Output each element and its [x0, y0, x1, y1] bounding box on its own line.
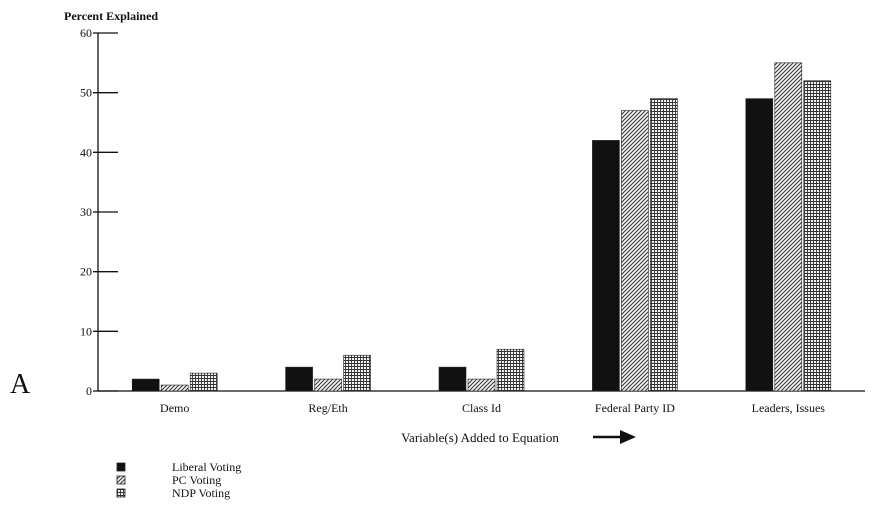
legend-swatch	[116, 475, 126, 485]
bar-diagonal-hatch	[621, 110, 649, 392]
bar-solid	[438, 366, 467, 392]
x-tick-labels: Demo Reg/Eth Class Id Federal Party ID Leade…	[160, 401, 825, 415]
bar-solid	[745, 98, 774, 392]
y-tick-label: 60	[80, 26, 92, 40]
legend-label: Liberal Voting	[172, 460, 241, 474]
legend-label: NDP Voting	[172, 486, 230, 500]
bar-solid	[592, 140, 620, 392]
y-ticks: 0 10 20 30 40 50 60	[80, 26, 118, 398]
arrow-right-icon	[593, 430, 636, 444]
y-axis-title: Percent Explained	[64, 9, 158, 23]
bar-diagonal-hatch	[774, 62, 803, 392]
y-tick-label: 20	[80, 265, 92, 279]
bar-crosshatch	[189, 372, 218, 392]
bar-diagonal-hatch	[314, 378, 342, 392]
y-tick-label: 40	[80, 145, 92, 159]
bar-diagonal-hatch	[160, 384, 189, 392]
bar-solid	[285, 366, 313, 392]
bars	[131, 62, 832, 392]
y-tick-label: 10	[80, 324, 92, 338]
legend-swatch	[116, 488, 126, 498]
y-tick-label: 30	[80, 205, 92, 219]
x-axis-title-group: Variable(s) Added to Equation	[401, 430, 636, 445]
x-tick-label: Leaders, Issues	[752, 401, 826, 415]
y-tick-label: 50	[80, 86, 92, 100]
bar-crosshatch	[650, 98, 678, 392]
bar-crosshatch	[343, 354, 371, 392]
legend-swatch	[116, 462, 126, 472]
x-tick-label: Demo	[160, 401, 189, 415]
x-tick-label: Reg/Eth	[308, 401, 347, 415]
bar-diagonal-hatch	[467, 378, 496, 392]
x-tick-label: Federal Party ID	[595, 401, 675, 415]
bar-crosshatch	[496, 348, 525, 392]
bar-crosshatch	[803, 80, 832, 392]
legend-label: PC Voting	[172, 473, 221, 487]
bar-solid	[131, 378, 160, 392]
y-tick-label: 0	[86, 384, 92, 398]
panel-label: A	[10, 369, 31, 400]
x-axis-title: Variable(s) Added to Equation	[401, 430, 559, 445]
x-tick-label: Class Id	[462, 401, 501, 415]
